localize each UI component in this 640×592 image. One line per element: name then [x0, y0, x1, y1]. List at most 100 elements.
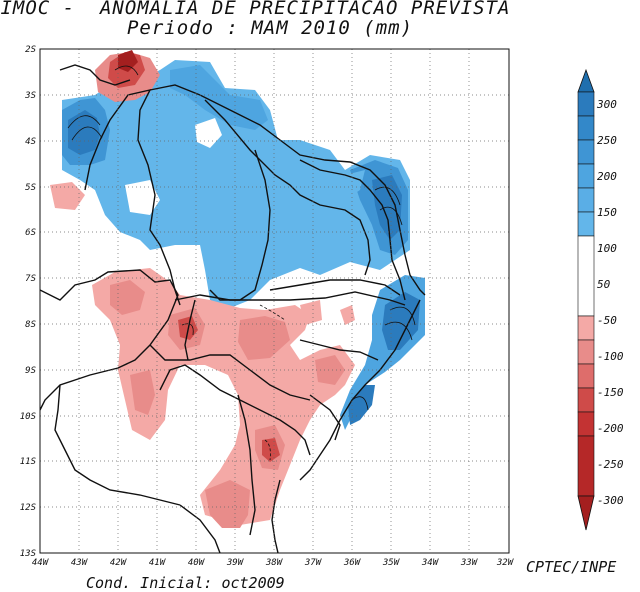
red-region-main	[92, 268, 355, 525]
map-subtitle: Periodo : MAM 2010 (mm)	[126, 17, 414, 39]
colorbar-label-neg250: -250	[597, 458, 624, 471]
boundary-misc-1	[184, 299, 196, 361]
colorbar-seg-250	[577, 115, 595, 141]
boundary-al	[299, 339, 379, 361]
boundary-pb	[269, 279, 401, 296]
boundary-coast-south	[299, 299, 421, 481]
colorbar-label-neg150: -150	[597, 386, 624, 399]
red-region-mid-4	[130, 370, 155, 415]
contour-7	[181, 323, 194, 336]
colorbar: 300 250 200 150 100 50 -50 -100 -150 -20…	[577, 68, 624, 531]
lon-label-42w: 42W	[110, 558, 128, 568]
boundary-ce	[204, 99, 371, 276]
boundary-west	[40, 269, 179, 411]
lon-label-35w: 35W	[382, 558, 401, 568]
colorbar-seg-neg250	[577, 411, 595, 437]
contour-10	[259, 304, 286, 321]
lat-label-6s: 6S	[25, 228, 36, 238]
contour-4	[379, 206, 403, 226]
colorbar-label-100: 100	[597, 242, 617, 255]
lat-label-2s: 2S	[25, 45, 36, 55]
blue-region-north	[62, 60, 410, 308]
contour-3	[374, 186, 401, 206]
blue-region-north-center	[170, 65, 268, 130]
lon-label-34w: 34W	[421, 558, 440, 568]
red-region-south-2	[205, 480, 250, 528]
colorbar-label-neg50: -50	[597, 314, 617, 327]
boundary-se	[309, 394, 341, 441]
contour-11	[264, 439, 271, 461]
colorbar-seg-neg300	[577, 435, 595, 497]
colorbar-seg-neg100	[577, 339, 595, 365]
lon-label-33w: 33W	[460, 558, 479, 568]
red-region-mid-5	[315, 355, 345, 385]
contour-5	[389, 306, 416, 326]
white-hole-1	[195, 118, 222, 148]
map-title: SIMOC - ANOMALIA DE PRECIPITACAO PREVIST…	[0, 0, 511, 19]
graticule	[40, 49, 509, 553]
lon-label-37w: 37W	[304, 558, 323, 568]
red-region-mid-1	[110, 280, 145, 315]
lon-label-39w: 39W	[226, 558, 245, 568]
red-region-mid-3	[238, 316, 290, 360]
lat-label-3s: 3S	[24, 91, 36, 101]
boundary-pe	[174, 291, 406, 306]
colorbar-top-arrow	[577, 68, 595, 93]
colorbar-label-50: 50	[597, 278, 611, 291]
lat-label-8s: 8S	[25, 320, 36, 330]
boundary-coast	[149, 84, 426, 296]
lat-label-9s: 9S	[25, 366, 36, 376]
credit-label: CPTEC/INPE	[526, 558, 617, 576]
lon-label-36w: 36W	[343, 558, 362, 568]
lon-label-43w: 43W	[71, 558, 89, 568]
contour-2	[71, 126, 103, 141]
lon-label-32w: 32W	[496, 558, 515, 568]
colorbar-label-150: 150	[597, 206, 617, 219]
colorbar-label-250: 250	[597, 134, 617, 147]
lat-label-5s: 5S	[25, 183, 36, 193]
colorbar-seg-100	[577, 187, 595, 213]
positive-anomaly-regions	[62, 60, 425, 430]
colorbar-label-neg300: -300	[597, 494, 624, 507]
colorbar-label-300: 300	[596, 98, 617, 111]
lon-axis: 44W 43W 42W 41W 40W 39W 38W 37W 36W 35W …	[32, 558, 515, 568]
colorbar-bottom-arrow	[577, 495, 595, 531]
lon-label-41w: 41W	[149, 558, 167, 568]
red-region-small-west	[50, 182, 85, 210]
lon-label-38w: 38W	[265, 558, 284, 568]
white-hole-2	[125, 180, 160, 215]
initial-condition-label: Cond. Inicial: oct2009	[86, 574, 285, 592]
lat-label-10s: 10S	[20, 412, 37, 422]
lon-label-40w: 40W	[188, 558, 206, 568]
colorbar-seg-200	[577, 139, 595, 165]
contour-lines	[67, 65, 416, 461]
lat-label-11s: 11S	[20, 457, 37, 467]
colorbar-seg-zero	[577, 235, 595, 317]
colorbar-seg-neg50	[577, 315, 595, 341]
lon-label-44w: 44W	[32, 558, 50, 568]
colorbar-seg-neg200	[577, 387, 595, 413]
negative-anomaly-regions	[50, 50, 355, 528]
boundary-ma-north	[59, 64, 131, 86]
lat-axis: 2S 3S 4S 5S 6S 7S 8S 9S 10S 11S 12S 13S	[20, 45, 37, 559]
red-region-small-east	[300, 300, 322, 325]
boundary-ba-west	[54, 384, 181, 506]
boundary-ba-east	[271, 479, 281, 553]
boundary-sf-river	[237, 394, 256, 536]
lat-label-7s: 7S	[25, 274, 36, 284]
colorbar-seg-150	[577, 163, 595, 189]
lat-label-13s: 13S	[20, 549, 37, 559]
contour-8	[114, 65, 139, 76]
contour-1	[67, 115, 101, 129]
colorbar-seg-50	[577, 211, 595, 237]
lat-label-4s: 4S	[25, 137, 36, 147]
state-boundaries	[40, 64, 426, 553]
boundary-ba-south	[179, 504, 221, 553]
colorbar-label-neg200: -200	[597, 422, 624, 435]
plot-frame	[39, 48, 510, 554]
boundary-pi-ma	[84, 88, 181, 306]
blue-region-east	[345, 170, 365, 200]
boundary-ba-north	[149, 344, 311, 401]
blue-region-northwest-core	[68, 110, 100, 155]
